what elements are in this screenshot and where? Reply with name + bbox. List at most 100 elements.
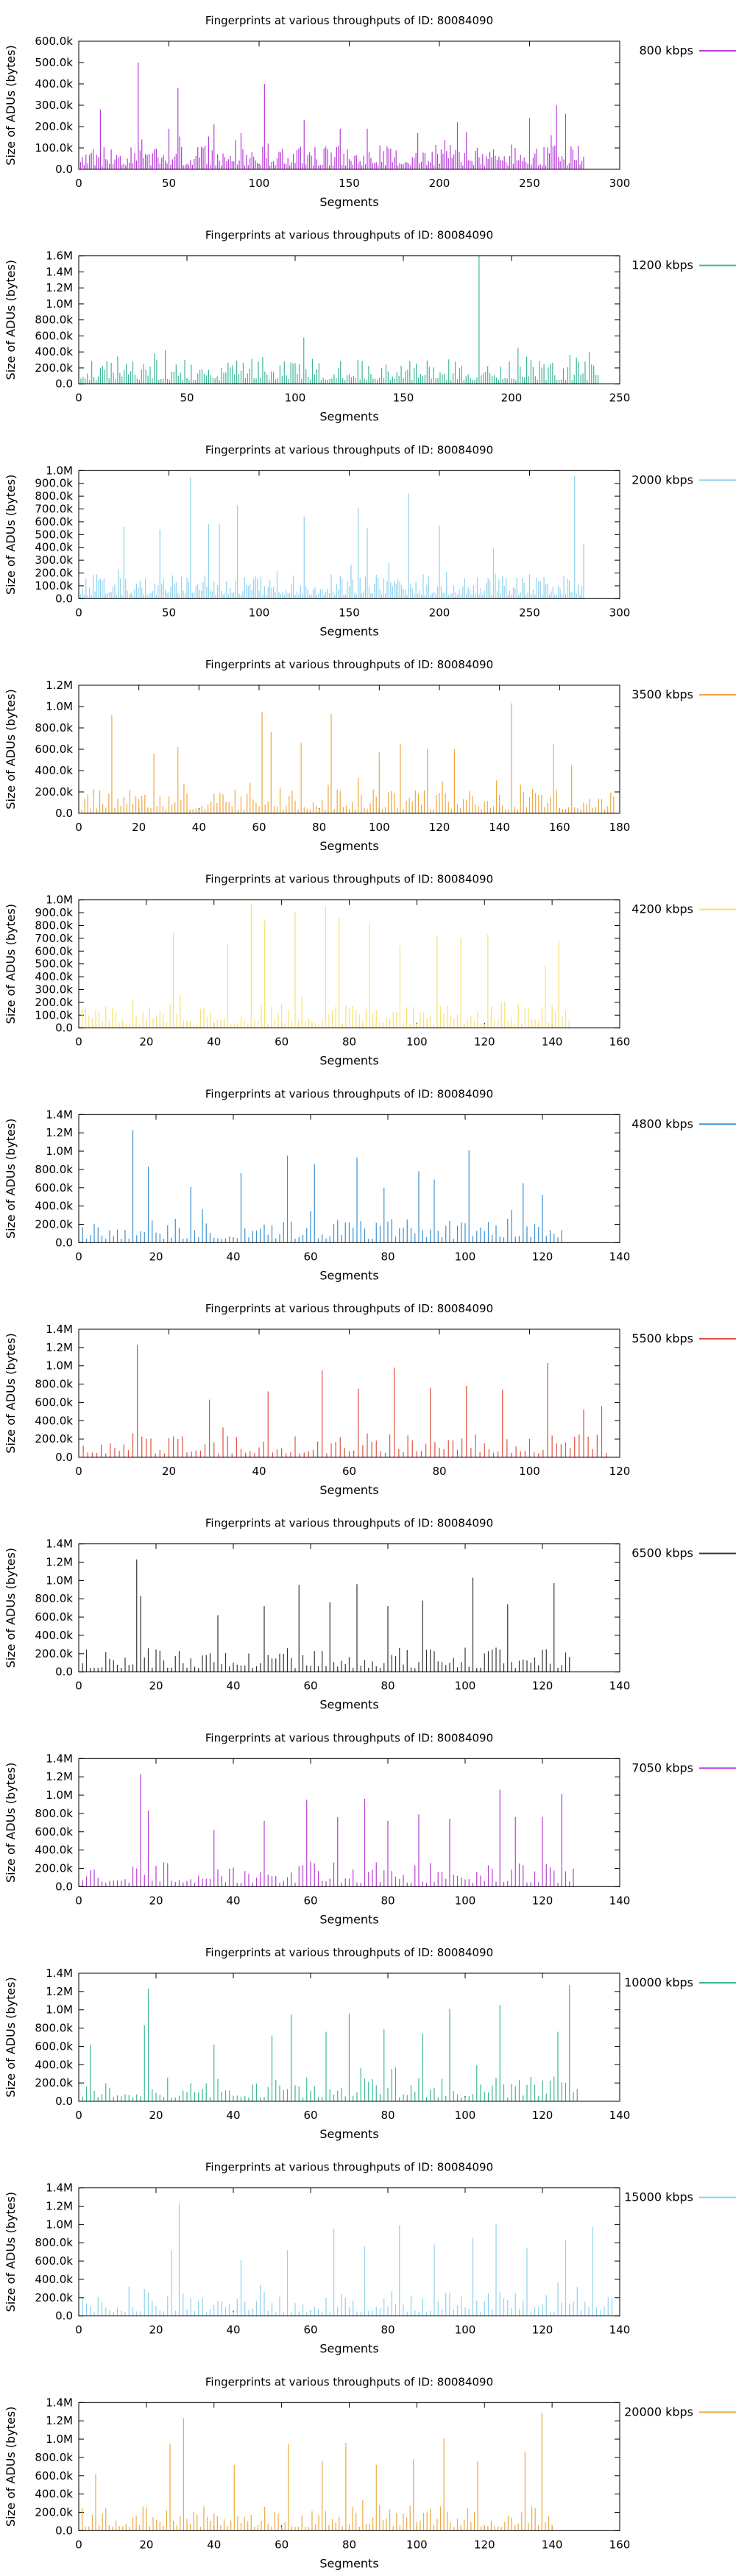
x-tick-label: 250: [519, 606, 540, 619]
x-tick-label: 100: [519, 1465, 540, 1478]
chart-title: Fingerprints at various throughputs of I…: [205, 1087, 493, 1100]
x-tick-label: 20: [132, 821, 146, 834]
y-tick-label: 800.0k: [35, 2451, 73, 2464]
y-tick-label: 500.0k: [35, 528, 73, 541]
y-tick-label: 600.0k: [35, 2469, 73, 2483]
y-tick-label: 800.0k: [35, 489, 73, 503]
x-axis-label: Segments: [319, 1268, 378, 1282]
y-tick-label: 800.0k: [35, 314, 73, 327]
x-tick-label: 100: [455, 1680, 476, 1693]
x-axis-label: Segments: [319, 1912, 378, 1926]
x-tick-label: 40: [226, 1680, 240, 1693]
y-tick-label: 1.0M: [46, 2003, 73, 2017]
y-tick-label: 600.0k: [35, 944, 73, 958]
x-tick-label: 20: [149, 2109, 163, 2122]
x-tick-label: 300: [609, 177, 631, 190]
y-tick-label: 400.0k: [35, 1844, 73, 1857]
chart-title: Fingerprints at various throughputs of I…: [205, 1517, 493, 1530]
y-tick-label: 200.0k: [35, 1861, 73, 1875]
plot-frame: [78, 1328, 620, 1458]
y-tick-label: 600.0k: [35, 515, 73, 528]
chart-panel: Fingerprints at various throughputs of I…: [4, 14, 736, 209]
x-tick-label: 140: [542, 2538, 563, 2551]
x-tick-label: 0: [75, 1250, 82, 1263]
y-tick-label: 900.0k: [35, 477, 73, 490]
x-tick-label: 120: [532, 2324, 553, 2337]
y-axis-label: Size of ADUs (bytes): [4, 45, 18, 165]
y-tick-label: 1.4M: [46, 2396, 73, 2409]
y-tick-label: 1.0M: [46, 894, 73, 907]
x-tick-label: 120: [609, 1465, 631, 1478]
x-tick-label: 300: [609, 606, 631, 619]
y-tick-label: 1.2M: [46, 1985, 73, 1998]
x-tick-label: 0: [75, 1465, 82, 1478]
y-tick-label: 1.0M: [46, 1144, 73, 1158]
x-axis-label: Segments: [319, 1054, 378, 1068]
y-tick-label: 800.0k: [35, 2022, 73, 2035]
y-tick-label: 1.2M: [46, 2414, 73, 2427]
y-tick-label: 1.0M: [46, 1574, 73, 1587]
x-tick-label: 100: [369, 821, 390, 834]
x-tick-label: 0: [75, 606, 82, 619]
x-axis-label: Segments: [319, 1698, 378, 1712]
x-tick-label: 140: [609, 1894, 631, 1907]
x-tick-label: 60: [303, 2324, 317, 2337]
x-tick-label: 60: [275, 1036, 289, 1049]
x-tick-label: 120: [532, 1680, 553, 1693]
y-tick-label: 300.0k: [35, 983, 73, 996]
x-tick-label: 140: [542, 1036, 563, 1049]
y-tick-label: 1.0M: [46, 2432, 73, 2446]
y-tick-label: 1.0M: [46, 464, 73, 477]
x-tick-label: 250: [519, 177, 540, 190]
x-tick-label: 20: [139, 2538, 153, 2551]
chart-title: Fingerprints at various throughputs of I…: [205, 1946, 493, 1959]
x-tick-label: 80: [381, 1680, 394, 1693]
x-tick-label: 100: [455, 1250, 476, 1263]
x-tick-label: 20: [162, 1465, 176, 1478]
chart-title: Fingerprints at various throughputs of I…: [205, 14, 493, 27]
plot-frame: [78, 1972, 620, 2102]
y-tick-label: 400.0k: [35, 970, 73, 983]
y-tick-label: 0.0: [55, 1666, 73, 1679]
x-tick-label: 140: [489, 821, 510, 834]
y-axis-label: Size of ADUs (bytes): [4, 1548, 18, 1668]
y-tick-label: 500.0k: [35, 56, 73, 69]
y-tick-label: 0.0: [55, 592, 73, 605]
x-tick-label: 160: [549, 821, 570, 834]
y-tick-label: 0.0: [55, 807, 73, 820]
x-tick-label: 60: [342, 1465, 356, 1478]
y-tick-label: 400.0k: [35, 345, 73, 358]
chart-title: Fingerprints at various throughputs of I…: [205, 1731, 493, 1744]
y-axis-label: Size of ADUs (bytes): [4, 2407, 18, 2527]
y-tick-label: 400.0k: [35, 2058, 73, 2071]
x-tick-label: 120: [532, 1894, 553, 1907]
x-tick-label: 120: [429, 821, 450, 834]
x-tick-label: 200: [501, 392, 523, 405]
y-tick-label: 200.0k: [35, 2505, 73, 2519]
y-tick-label: 600.0k: [35, 1395, 73, 1409]
x-tick-label: 0: [75, 1680, 82, 1693]
x-tick-label: 100: [455, 2109, 476, 2122]
legend-label: 2000 kbps: [631, 473, 693, 486]
y-tick-label: 400.0k: [35, 1629, 73, 1642]
y-axis-label: Size of ADUs (bytes): [4, 260, 18, 380]
y-tick-label: 1.2M: [46, 1556, 73, 1569]
x-tick-label: 60: [252, 821, 266, 834]
plot-frame: [78, 470, 620, 599]
y-tick-label: 0.0: [55, 378, 73, 391]
x-tick-label: 150: [393, 392, 414, 405]
chart-title: Fingerprints at various throughputs of I…: [205, 2375, 493, 2388]
y-axis-label: Size of ADUs (bytes): [4, 1333, 18, 1453]
y-tick-label: 1.6M: [46, 250, 73, 263]
x-tick-label: 200: [429, 606, 450, 619]
x-tick-label: 20: [149, 1680, 163, 1693]
chart-title: Fingerprints at various throughputs of I…: [205, 658, 493, 671]
plot-frame: [78, 899, 620, 1029]
y-tick-label: 200.0k: [35, 2076, 73, 2090]
legend-label: 7050 kbps: [631, 1761, 693, 1774]
y-tick-label: 200.0k: [35, 1432, 73, 1446]
chart-panel: Fingerprints at various throughputs of I…: [4, 443, 736, 638]
y-axis-label: Size of ADUs (bytes): [4, 1763, 18, 1883]
y-tick-label: 800.0k: [35, 1163, 73, 1176]
